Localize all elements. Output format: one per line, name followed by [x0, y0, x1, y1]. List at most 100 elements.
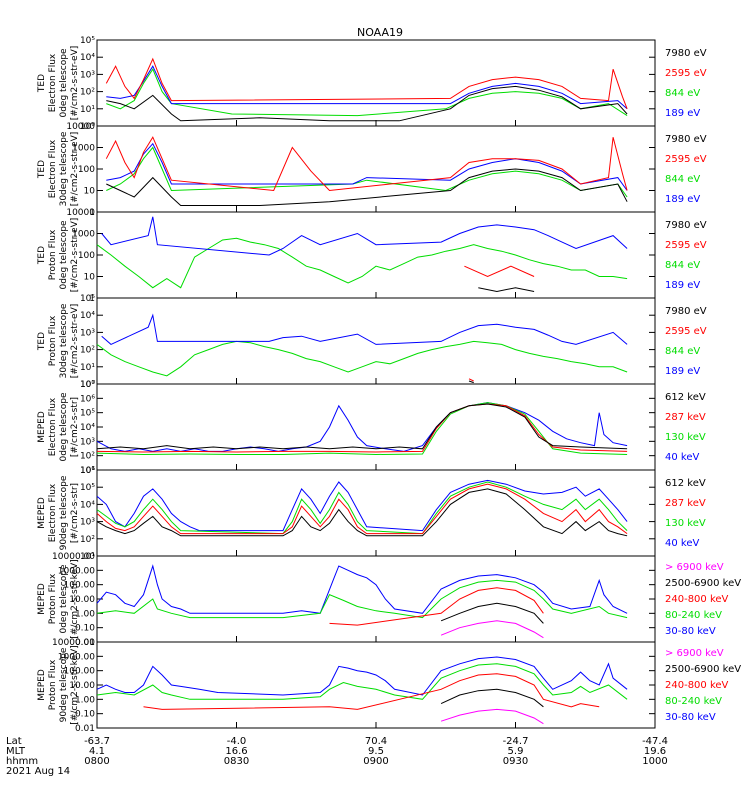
y-tick-label: 0.01	[75, 724, 95, 734]
time-axis-value: 1000	[642, 756, 667, 767]
panel-5: 10¹ 10² 10³ 10⁴ 10⁵ 10⁶ MEPED Electron Flux 90de…	[37, 466, 706, 562]
y-axis-label: [#/cm2-s-str-eV]	[70, 218, 80, 293]
y-tick-label: 10	[84, 187, 96, 197]
series-line	[96, 564, 628, 614]
time-axis-value: 16.6	[225, 746, 247, 757]
panel-1: 1 10 100 1000 10000 TED Electron Flux 30deg tel…	[37, 122, 707, 218]
series-line	[96, 402, 628, 452]
series-line	[440, 708, 544, 725]
legend-entry: 40 keV	[665, 452, 699, 463]
y-axis-label: Proton Flux	[48, 573, 58, 624]
series-line	[96, 479, 628, 532]
y-axis-label: MEPED	[37, 669, 47, 701]
time-axis-value: 0830	[224, 756, 249, 767]
y-axis-label: 0deg telescope	[59, 220, 69, 290]
time-axis-value: 0930	[503, 756, 528, 767]
y-tick-label: 10000.00	[52, 552, 95, 562]
time-row-label-hhmm: hhmm	[6, 756, 38, 767]
legend-entry: 287 keV	[665, 498, 706, 509]
series-line	[143, 673, 600, 710]
time-row-label-lat: Lat	[6, 736, 22, 747]
legend-entry: 844 eV	[665, 174, 700, 185]
y-tick-label: 10¹	[80, 105, 95, 115]
series-line	[96, 481, 628, 535]
series-line	[96, 656, 628, 696]
y-axis-label: 30deg telescope	[59, 303, 69, 378]
time-axis-value: 5.9	[508, 746, 524, 757]
legend-entry: 287 keV	[665, 412, 706, 423]
panel-6: 0.01 0.10 1.00 10.00 100.00 1000.00 10000.00 ME…	[37, 552, 741, 648]
series-line	[106, 65, 628, 110]
series-line	[96, 579, 628, 619]
y-tick-label: 100.00	[64, 581, 96, 591]
series-line	[96, 402, 628, 456]
y-tick-label: 100.00	[64, 667, 96, 677]
legend-entry: 844 eV	[665, 260, 700, 271]
y-tick-label: 1.00	[75, 609, 95, 619]
y-axis-label: 0deg telescope	[59, 48, 69, 118]
y-tick-label: 10⁴	[80, 311, 95, 321]
y-axis-label: Proton Flux	[48, 659, 58, 710]
y-tick-label: 10⁵	[80, 294, 95, 304]
legend-entry: 240-800 keV	[665, 594, 729, 605]
time-axis-value: 19.6	[644, 746, 666, 757]
y-tick-label: 10⁴	[80, 53, 95, 63]
y-axis-label: 30deg telescope	[59, 131, 69, 206]
y-axis-label: Proton Flux	[48, 315, 58, 366]
legend-entry: 7980 eV	[665, 306, 707, 317]
y-tick-label: 10³	[80, 328, 95, 338]
y-tick-label: 10⁷	[80, 380, 95, 390]
panel-0: 10⁰ 10¹ 10² 10³ 10⁴ 10⁵ TED Electron Flux 0deg t…	[37, 36, 707, 132]
legend-entry: 189 eV	[665, 194, 700, 205]
date-label: 2021 Aug 14	[6, 766, 70, 777]
series-line	[106, 146, 628, 198]
legend-entry: 240-800 keV	[665, 680, 729, 691]
y-tick-label: 0.01	[75, 638, 95, 648]
y-axis-label: Electron Flux	[48, 53, 58, 112]
series-line	[96, 237, 628, 289]
series-line	[101, 216, 628, 256]
y-tick-label: 10²	[80, 535, 95, 545]
legend-entry: 2595 eV	[665, 240, 707, 251]
panel-7: 0.01 0.10 1.00 10.00 100.00 1000.00 10000.00 ME…	[37, 638, 741, 734]
panel-frame	[96, 641, 656, 729]
time-axis-value: -47.4	[642, 736, 668, 747]
y-axis-label: TED	[37, 332, 47, 351]
y-tick-label: 10²	[80, 88, 95, 98]
legend-entry: 612 keV	[665, 478, 706, 489]
time-axis-value: -63.7	[84, 736, 110, 747]
y-tick-label: 10⁶	[80, 466, 95, 476]
series-line	[96, 340, 628, 377]
series-line	[440, 602, 544, 624]
panel-2: 1 10 100 1000 10000 TED Proton Flux 0deg telesc…	[37, 208, 707, 304]
y-tick-label: 10⁴	[80, 500, 95, 510]
time-axis-value: 4.1	[89, 746, 105, 757]
y-tick-label: 100	[78, 165, 95, 175]
legend-entry: 130 keV	[665, 432, 706, 443]
legend-entry: 80-240 keV	[665, 696, 722, 707]
legend-entry: 189 eV	[665, 280, 700, 291]
y-tick-label: 10³	[80, 70, 95, 80]
y-tick-label: 10.00	[69, 681, 95, 691]
y-axis-label: Proton Flux	[48, 229, 58, 280]
y-tick-label: 10²	[80, 452, 95, 462]
y-axis-label: 90deg telescope	[59, 647, 69, 722]
panel-frame	[96, 555, 656, 643]
panel-4: 10¹ 10² 10³ 10⁴ 10⁵ 10⁶ 10⁷ MEPED Electron Flux 0…	[37, 380, 706, 476]
y-axis-label: 90deg telescope	[59, 475, 69, 550]
legend-entry: 2595 eV	[665, 68, 707, 79]
y-axis-label: Electron Flux	[48, 397, 58, 456]
y-axis-label: MEPED	[37, 411, 47, 443]
y-tick-label: 1000.00	[58, 652, 95, 662]
legend-entry: 7980 eV	[665, 48, 707, 59]
y-tick-label: 10⁵	[80, 409, 95, 419]
time-axis-value: 70.4	[365, 736, 387, 747]
series-line	[106, 85, 628, 122]
legend-entry: 189 eV	[665, 366, 700, 377]
series-line	[468, 380, 474, 384]
time-axis-value: 0800	[84, 756, 109, 767]
series-line	[96, 483, 628, 535]
y-tick-label: 0.10	[75, 624, 95, 634]
